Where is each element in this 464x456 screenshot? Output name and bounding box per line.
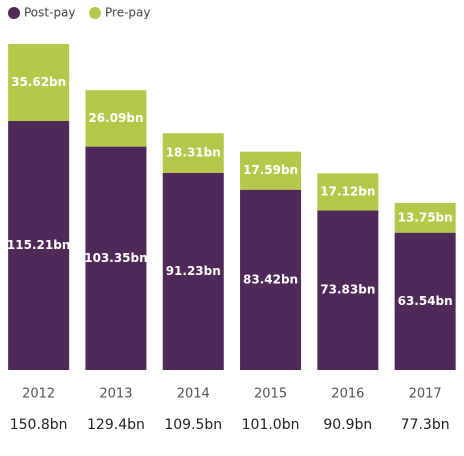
legend-swatch bbox=[89, 7, 101, 19]
total-label: 77.3bn bbox=[401, 417, 450, 433]
value-label: 83.42bn bbox=[243, 272, 298, 286]
bar-segment bbox=[8, 44, 70, 121]
total-label: 150.8bn bbox=[10, 417, 68, 433]
bar-segment bbox=[240, 189, 302, 370]
value-label: 18.31bn bbox=[166, 146, 221, 160]
bar-segment bbox=[317, 173, 379, 211]
value-label: 73.83bn bbox=[320, 283, 375, 297]
bar-segment bbox=[394, 202, 456, 233]
bar-segment bbox=[85, 90, 147, 147]
x-tick-label: 2013 bbox=[99, 387, 132, 402]
value-label: 26.09bn bbox=[88, 111, 143, 125]
bar-segment bbox=[240, 151, 302, 190]
value-label: 35.62bn bbox=[11, 75, 66, 89]
bar-segment bbox=[162, 133, 224, 173]
bar-segment bbox=[8, 120, 70, 370]
bar-segment bbox=[162, 172, 224, 370]
value-label: 13.75bn bbox=[398, 210, 453, 224]
value-label: 115.21bn bbox=[7, 238, 70, 252]
x-tick-label: 2015 bbox=[254, 387, 287, 402]
bar-segment bbox=[317, 210, 379, 370]
total-label: 101.0bn bbox=[242, 417, 300, 433]
legend-label: Pre-pay bbox=[105, 6, 150, 20]
x-tick-label: 2016 bbox=[331, 387, 364, 402]
total-label: 109.5bn bbox=[164, 417, 222, 433]
x-tick-label: 2014 bbox=[177, 387, 210, 402]
x-tick-label: 2017 bbox=[409, 387, 442, 402]
value-label: 17.59bn bbox=[243, 163, 298, 177]
value-label: 103.35bn bbox=[84, 251, 147, 265]
value-label: 63.54bn bbox=[398, 294, 453, 308]
total-label: 90.9bn bbox=[323, 417, 372, 433]
value-label: 91.23bn bbox=[166, 264, 221, 278]
legend-swatch bbox=[8, 7, 20, 19]
value-label: 17.12bn bbox=[320, 184, 375, 198]
total-label: 129.4bn bbox=[87, 417, 145, 433]
legend-label: Post-pay bbox=[24, 6, 76, 20]
bar-segment bbox=[85, 146, 147, 370]
x-tick-label: 2012 bbox=[22, 387, 55, 402]
bar-segment bbox=[394, 232, 456, 370]
